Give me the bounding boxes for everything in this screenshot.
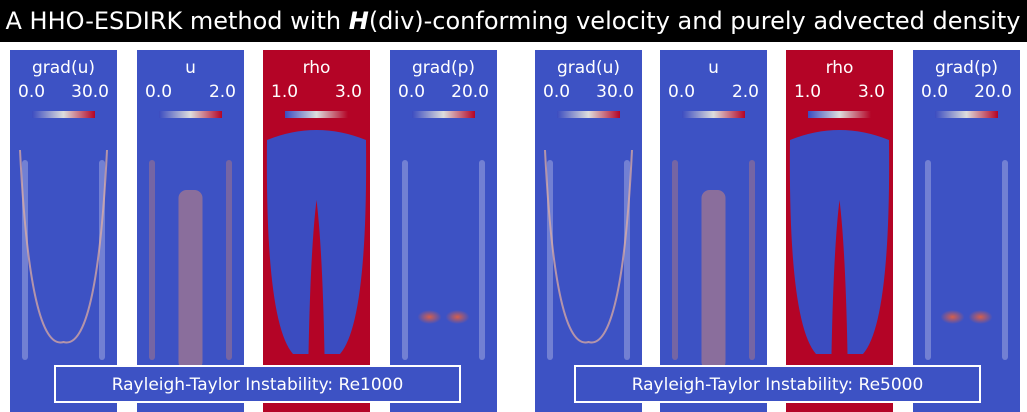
- pressure-spot: [969, 310, 993, 324]
- field-name: grad(u): [557, 58, 620, 78]
- field-name: grad(u): [32, 58, 95, 78]
- flow-streak: [149, 160, 155, 360]
- range-max: 30.0: [71, 82, 109, 102]
- colorbar: [159, 111, 222, 118]
- colorbar: [32, 111, 95, 118]
- range-max: 20.0: [451, 82, 489, 102]
- range-min: 0.0: [668, 82, 695, 102]
- caption: Rayleigh-Taylor Instability: Re5000: [632, 375, 924, 395]
- range-min: 0.0: [18, 82, 45, 102]
- field-name: grad(p): [412, 58, 475, 78]
- colorbar: [412, 111, 475, 118]
- field-name: grad(p): [935, 58, 998, 78]
- pressure-spot: [446, 310, 470, 324]
- flow-core: [179, 190, 203, 370]
- colorbar: [557, 111, 620, 118]
- flow-core: [702, 190, 726, 370]
- range-max: 3.0: [335, 82, 362, 102]
- colorbar: [285, 111, 348, 118]
- title-text: (div)-conforming velocity and purely adv…: [369, 7, 1021, 35]
- colorbar: [935, 111, 998, 118]
- flow-streak: [479, 160, 485, 360]
- range-min: 0.0: [921, 82, 948, 102]
- flow-streak: [226, 160, 232, 360]
- range-max: 30.0: [596, 82, 634, 102]
- range-max: 20.0: [974, 82, 1012, 102]
- colorbar: [808, 111, 871, 118]
- range-min: 1.0: [271, 82, 298, 102]
- field-name: rho: [826, 58, 854, 78]
- title: A HHO-ESDIRK method with H(div)-conformi…: [6, 7, 1021, 35]
- range-min: 0.0: [543, 82, 570, 102]
- page: A HHO-ESDIRK method with H(div)-conformi…: [0, 0, 1027, 412]
- flow-streak: [1002, 160, 1008, 360]
- range-max: 3.0: [858, 82, 885, 102]
- title-text: A HHO-ESDIRK method with: [6, 7, 349, 35]
- field-name: u: [708, 58, 719, 78]
- figure: A HHO-ESDIRK method with H(div)-conformi…: [0, 0, 1027, 412]
- flow-streak: [402, 160, 408, 360]
- title-emphasis: H: [349, 7, 369, 35]
- range-max: 2.0: [209, 82, 236, 102]
- range-max: 2.0: [732, 82, 759, 102]
- range-min: 0.0: [145, 82, 172, 102]
- caption: Rayleigh-Taylor Instability: Re1000: [112, 375, 404, 395]
- flow-streak: [672, 160, 678, 360]
- field-name: rho: [303, 58, 331, 78]
- pressure-spot: [941, 310, 965, 324]
- flow-streak: [925, 160, 931, 360]
- flow-streak: [749, 160, 755, 360]
- pressure-spot: [418, 310, 442, 324]
- colorbar: [682, 111, 745, 118]
- range-min: 0.0: [398, 82, 425, 102]
- field-name: u: [185, 58, 196, 78]
- range-min: 1.0: [794, 82, 821, 102]
